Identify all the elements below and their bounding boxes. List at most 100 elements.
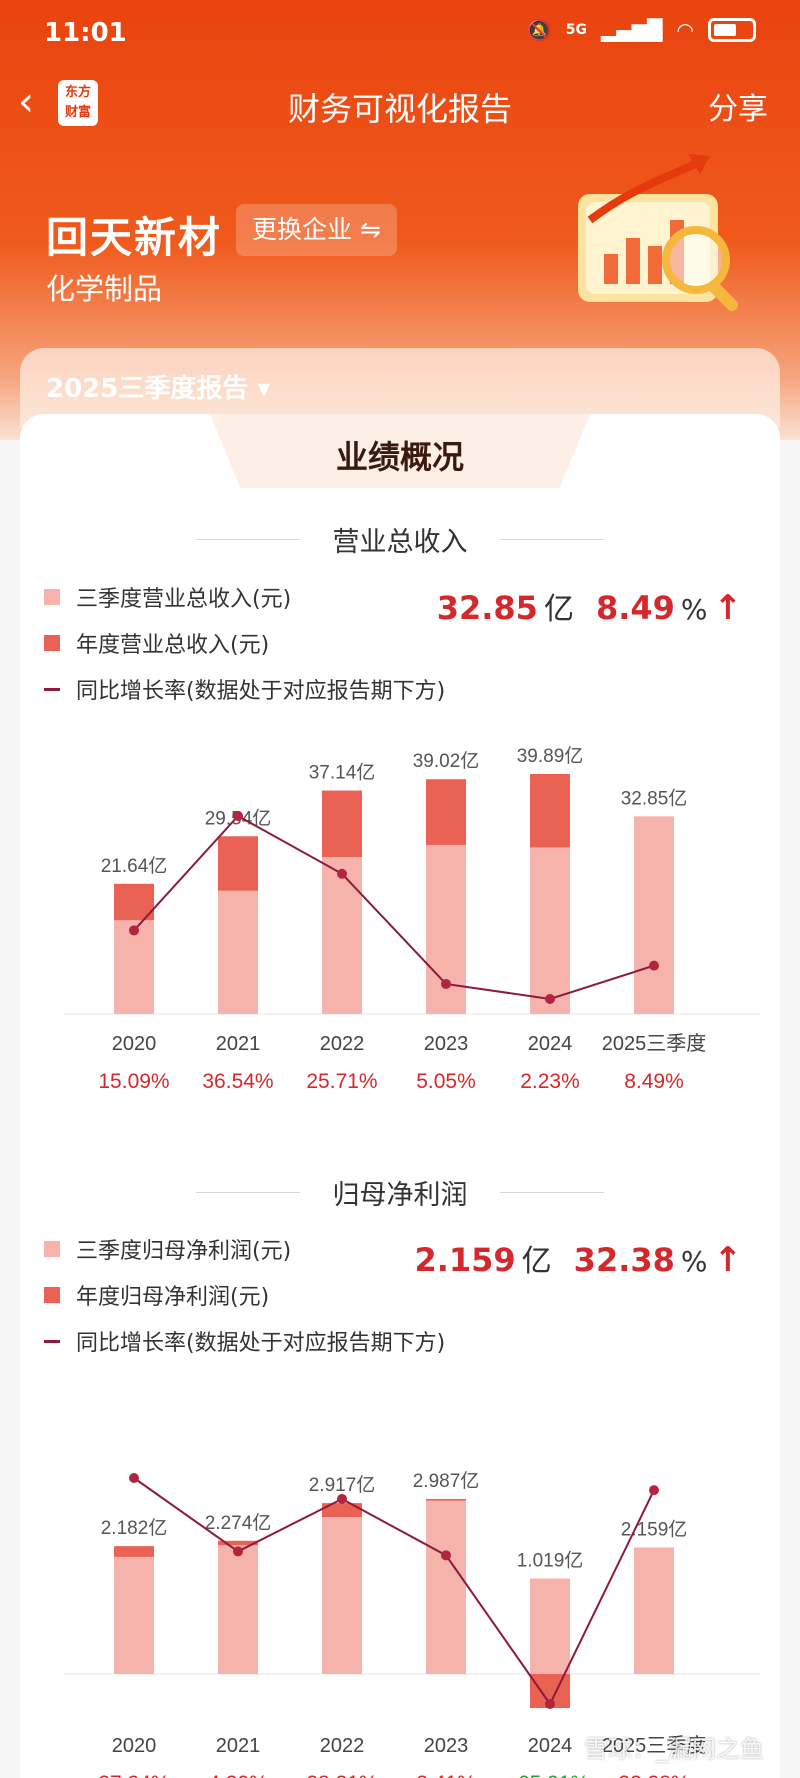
page-title: 财务可视化报告 [287, 90, 512, 128]
back-icon[interactable]: ‹ [18, 79, 34, 125]
legend-item: 同比增长率(数据处于对应报告期下方) [44, 666, 445, 712]
battery-icon [708, 18, 756, 42]
logo-text-2: 财富 [64, 105, 91, 120]
legend-swatch [44, 635, 60, 651]
bar-value-label: 2.182亿 [101, 1517, 168, 1539]
growth-line [133, 814, 655, 1001]
divider-line [196, 539, 300, 540]
growth-label: 32.38% [618, 1772, 689, 1778]
legend-swatch [44, 1287, 60, 1303]
bar-value-label: 21.64亿 [101, 855, 168, 877]
revenue-stat: 32.85 亿 8.49 % ↑ [437, 584, 742, 628]
nav-bar: ‹ 东方 财富 财务可视化报告 分享 [0, 74, 800, 134]
revenue-chart: 21.64亿202015.09%29.54亿202136.54%37.14亿20… [64, 745, 760, 1093]
profit-chart: 2.182亿 2020 37.94% 2.274亿 2021 4.20% 2.917亿 202… [64, 1470, 760, 1778]
bar-value-label: 2.917亿 [309, 1474, 376, 1496]
main-card: 业绩概况 营业总收入 三季度营业总收入(元) 年度营业总收入(元) 同比增长率(… [20, 414, 780, 1778]
growth-line [133, 1477, 655, 1706]
growth-point [233, 811, 243, 821]
x-tick-label: 2022 [320, 1033, 365, 1055]
growth-label: 36.54% [202, 1070, 273, 1093]
legend-swatch [44, 589, 60, 605]
x-tick-label: 2021 [216, 1735, 261, 1757]
bar-value-label: 2.274亿 [205, 1512, 272, 1534]
divider-line [500, 539, 604, 540]
growth-label: 15.09% [98, 1070, 169, 1093]
section-tab: 业绩概况 [210, 414, 590, 488]
revenue-unit: 亿 [543, 592, 574, 627]
percent-sign: % [680, 593, 708, 626]
legend-label: 三季度营业总收入(元) [76, 587, 292, 612]
share-button[interactable]: 分享 [708, 92, 768, 127]
legend-label: 年度营业总收入(元) [76, 633, 270, 658]
x-tick-label: 2023 [424, 1033, 469, 1055]
bar-value-label: 39.02亿 [413, 750, 480, 772]
mute-icon: 🔕 [526, 18, 552, 42]
growth-point [441, 1550, 451, 1561]
legend-item: 年度归母净利润(元) [44, 1272, 445, 1318]
x-tick-label: 2023 [424, 1735, 469, 1757]
legend-item: 三季度营业总收入(元) [44, 574, 445, 620]
growth-point [545, 1699, 555, 1709]
percent-sign: % [680, 1245, 708, 1278]
growth-point [337, 1493, 347, 1504]
legend-item: 三季度归母净利润(元) [44, 1226, 445, 1272]
profit-legend: 三季度归母净利润(元) 年度归母净利润(元) 同比增长率(数据处于对应报告期下方… [44, 1226, 445, 1364]
bar-quarter [634, 1547, 674, 1674]
bar-quarter [114, 920, 154, 1014]
growth-label: 8.49% [624, 1070, 684, 1093]
company-name: 回天新材 [46, 213, 223, 262]
growth-label: 25.71% [306, 1070, 377, 1093]
x-tick-label: 2022 [320, 1735, 365, 1757]
growth-point [129, 925, 139, 936]
network-label: 5G [565, 22, 588, 38]
x-tick-label: 2024 [528, 1735, 573, 1757]
revenue-growth: 8.49 [595, 589, 675, 627]
bar-value-label: 2.987亿 [413, 1470, 480, 1492]
revenue-heading: 营业总收入 [332, 527, 468, 558]
bar-quarter [634, 816, 674, 1014]
up-arrow-icon: ↑ [713, 1240, 743, 1280]
legend-label: 年度归母净利润(元) [76, 1285, 270, 1310]
growth-point [649, 960, 659, 971]
switch-company-button[interactable]: 更换企业 ⇋ [236, 204, 397, 256]
growth-point [545, 994, 555, 1004]
signal-icon: ▂▄▆█ [601, 18, 663, 42]
growth-point [441, 978, 451, 989]
legend-item: 同比增长率(数据处于对应报告期下方) [44, 1318, 445, 1364]
x-tick-label: 2021 [216, 1033, 261, 1055]
wifi-icon: ◠ [676, 18, 694, 42]
growth-label: 28.31% [306, 1772, 377, 1778]
bar-quarter [530, 847, 570, 1014]
legend-swatch [44, 1339, 60, 1343]
bar-quarter [530, 1578, 570, 1674]
growth-point [233, 1546, 243, 1557]
watermark: 雪球：_漏网之鱼 [584, 1735, 764, 1763]
growth-label: 4.20% [208, 1772, 268, 1778]
bar-value-label: 1.019亿 [517, 1550, 584, 1572]
x-tick-label: 2020 [112, 1735, 157, 1757]
x-tick-label: 2024 [528, 1033, 573, 1055]
revenue-legend: 三季度营业总收入(元) 年度营业总收入(元) 同比增长率(数据处于对应报告期下方… [44, 574, 445, 712]
bar-quarter [426, 1500, 466, 1674]
growth-point [649, 1485, 659, 1496]
bar-quarter [322, 856, 362, 1014]
industry-label: 化学制品 [46, 272, 163, 306]
growth-label: 2.41% [416, 1772, 476, 1778]
bar-quarter [218, 1545, 258, 1674]
revenue-value: 32.85 [436, 589, 538, 627]
bar-quarter [218, 890, 258, 1014]
growth-point [129, 1473, 139, 1483]
bar-quarter [114, 1556, 154, 1674]
up-arrow-icon: ↑ [713, 588, 743, 628]
legend-swatch [44, 1241, 60, 1257]
growth-label: -65.91% [511, 1772, 589, 1778]
status-time: 11:01 [44, 18, 127, 48]
status-icons: 🔕 5G ▂▄▆█ ◠ [527, 18, 756, 42]
profit-stat: 2.159 亿 32.38 % ↑ [414, 1236, 742, 1280]
profit-unit: 亿 [521, 1244, 552, 1279]
period-selector[interactable]: 2025三季度报告 ▾ [46, 374, 271, 404]
x-tick-label: 2025三季度 [602, 1734, 707, 1757]
growth-label: 2.23% [520, 1070, 580, 1093]
x-tick-label: 2020 [112, 1033, 157, 1055]
